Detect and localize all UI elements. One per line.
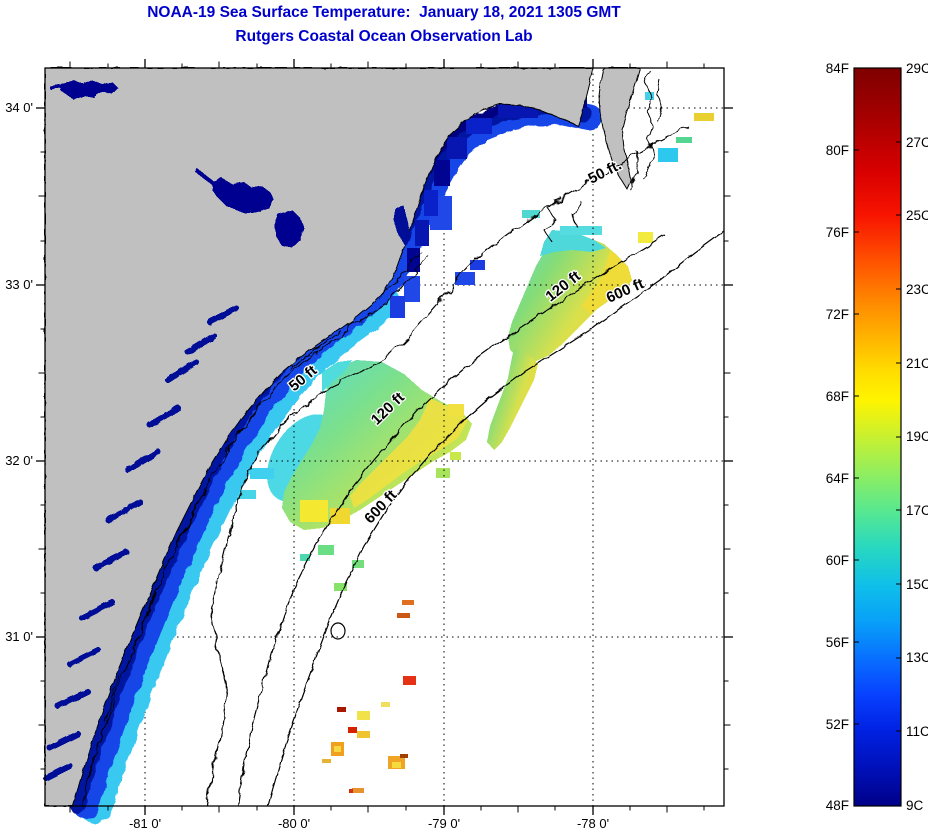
colorbar-c-label: 21C xyxy=(906,356,928,371)
contour-closed-ring xyxy=(330,622,346,640)
y-tick-label: 31 0' xyxy=(5,629,33,644)
cape-fear-lobe xyxy=(598,67,641,190)
colorbar-f-label: 80F xyxy=(826,143,849,158)
offshore-sst-specks-capefear xyxy=(645,92,714,162)
colorbar-f-label: 60F xyxy=(826,553,849,568)
colorbar-c-label: 15C xyxy=(906,577,928,592)
colorbar-f-label: 84F xyxy=(826,61,849,76)
colorbar-c-label: 11C xyxy=(906,724,928,739)
warm-sst-specks xyxy=(322,600,416,793)
colorbar-f-ticks xyxy=(854,149,859,725)
x-minor-ticks xyxy=(69,61,705,813)
colorbar-c-labels: 29C 27C 25C 23C 21C 19C 17C 15C 13C 11C … xyxy=(906,61,928,813)
colorbar-f-label: 52F xyxy=(826,717,849,732)
colorbar-c-label: 27C xyxy=(906,135,928,150)
map-frame xyxy=(36,59,733,815)
y-tick-label: 33 0' xyxy=(5,277,33,292)
x-tick-label: -81 0' xyxy=(129,816,161,831)
x-tick-label: -80 0' xyxy=(278,816,310,831)
colorbar-f-label: 64F xyxy=(826,471,849,486)
colorbar-f-label: 56F xyxy=(826,635,849,650)
mainland xyxy=(44,67,594,807)
contour-50ft xyxy=(207,125,689,807)
colorbar-c-label: 29C xyxy=(906,61,928,76)
colorbar-c-label: 13C xyxy=(906,650,928,665)
y-major-ticks xyxy=(36,107,733,638)
y-tick-label: 32 0' xyxy=(5,453,33,468)
map-plot-area: 50 ft. 120 ft 600 ft 50 ft 120 ft 600 ft xyxy=(5,59,733,831)
colorbar-f-label: 48F xyxy=(826,798,849,813)
inland-waters xyxy=(43,80,411,781)
midshelf-sst-patch-south xyxy=(238,360,472,591)
colorbar-c-label: 25C xyxy=(906,208,928,223)
x-tick-label: -78 0' xyxy=(577,816,609,831)
colorbar: 84F 80F 76F 72F 68F 64F 60F 56F 52F 48F … xyxy=(826,61,928,813)
colorbar-c-label: 17C xyxy=(906,503,928,518)
colorbar-gradient xyxy=(853,67,902,807)
midshelf-sst-patch-north xyxy=(487,210,653,450)
y-minor-ticks xyxy=(38,151,731,770)
colorbar-f-labels: 84F 80F 76F 72F 68F 64F 60F 56F 52F 48F xyxy=(826,61,849,813)
y-tick-label: 34 0' xyxy=(5,100,33,115)
land-mass xyxy=(44,67,641,807)
colorbar-c-label: 23C xyxy=(906,282,928,297)
estuary-fingers xyxy=(43,305,239,781)
contour-600ft xyxy=(267,230,725,807)
x-tick-label: -79 0' xyxy=(428,816,460,831)
x-major-ticks xyxy=(144,59,594,815)
colorbar-c-label: 9C xyxy=(906,798,924,813)
figure-subtitle: Rutgers Coastal Ocean Observation Lab xyxy=(235,28,532,45)
y-tick-labels: 34 0' 33 0' 32 0' 31 0' xyxy=(5,100,33,644)
colorbar-c-ticks xyxy=(896,141,901,732)
colorbar-c-label: 19C xyxy=(906,429,928,444)
x-tick-labels: -81 0' -80 0' -79 0' -78 0' xyxy=(129,816,609,831)
colorbar-f-label: 68F xyxy=(826,389,849,404)
contour-120ft xyxy=(237,234,666,807)
figure-title: NOAA-19 Sea Surface Temperature: January… xyxy=(147,4,621,21)
colorbar-f-label: 76F xyxy=(826,225,849,240)
colorbar-f-label: 72F xyxy=(826,307,849,322)
depth-contours xyxy=(207,125,725,807)
